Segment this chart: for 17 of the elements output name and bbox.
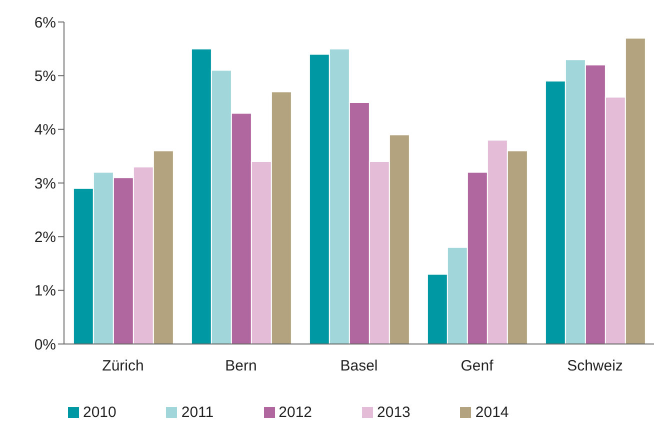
legend-label: 2010 (83, 404, 116, 421)
x-tick-label: Basel (340, 358, 378, 375)
x-tick-label: Genf (460, 358, 494, 375)
legend-label: 2011 (181, 404, 214, 421)
legend-label: 2012 (278, 404, 312, 421)
y-tick-label: 2% (34, 228, 56, 246)
y-tick-label: 6% (34, 14, 56, 32)
y-tick-label: 5% (34, 68, 56, 85)
y-tick-label: 3% (34, 175, 56, 192)
y-tick-label: 0% (34, 336, 56, 354)
x-tick-label: Schweiz (567, 358, 623, 375)
legend-label: 2014 (475, 404, 509, 421)
x-tick-label: Bern (225, 358, 257, 375)
legend-label: 2013 (377, 404, 410, 421)
x-tick-label: Zürich (102, 358, 144, 375)
y-tick-label: 1% (34, 282, 56, 300)
y-tick-label: 4% (34, 122, 56, 139)
